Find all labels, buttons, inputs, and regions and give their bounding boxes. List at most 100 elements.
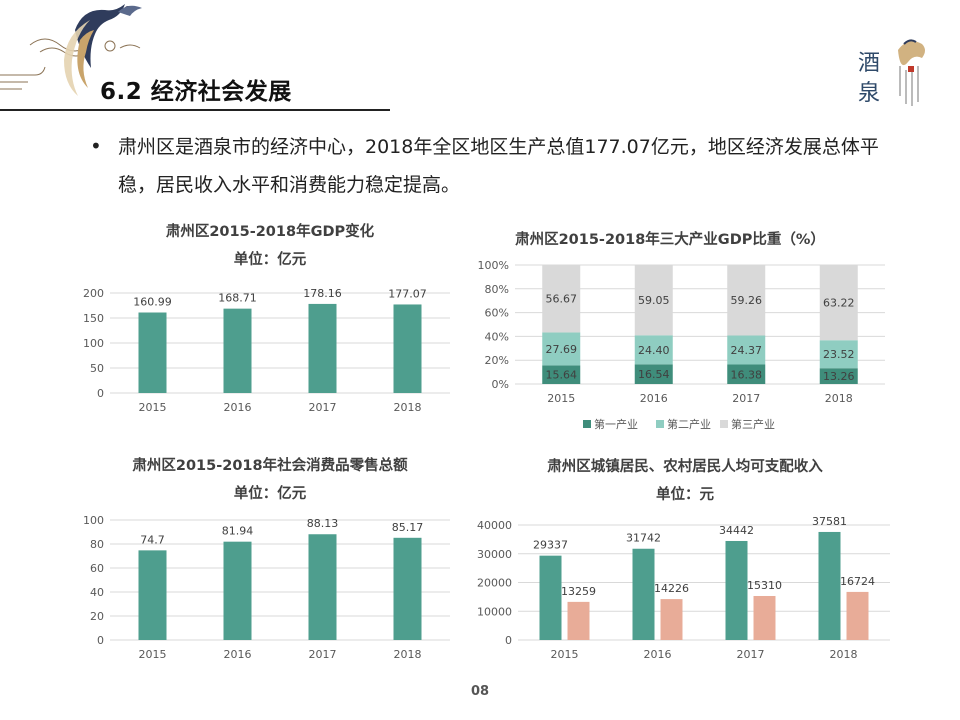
share-legend-swatch <box>583 420 591 428</box>
income-data-label: 15310 <box>747 579 782 592</box>
retail-data-label: 85.17 <box>392 521 424 534</box>
share-ytick-label: 80% <box>485 283 509 296</box>
chart1-subtitle: 单位：亿元 <box>233 252 307 268</box>
page-title: 6.2 经济社会发展 <box>100 79 292 105</box>
income-bar <box>660 599 683 640</box>
retail-data-label: 81.94 <box>222 525 254 538</box>
gdp-data-label: 168.71 <box>218 292 257 305</box>
gdp-xtick-label: 2017 <box>309 401 337 414</box>
gdp-bar <box>138 312 167 393</box>
gdp-xtick-label: 2018 <box>394 401 422 414</box>
retail-xtick-label: 2018 <box>394 648 422 661</box>
chart3-title: 肃州区2015-2018年社会消费品零售总额 <box>132 458 408 474</box>
chart2-title: 肃州区2015-2018年三大产业GDP比重（%） <box>515 232 825 248</box>
income-data-label: 14226 <box>654 582 689 595</box>
share-xtick-label: 2017 <box>732 392 760 405</box>
retail-xtick-label: 2017 <box>309 648 337 661</box>
income-data-label: 29337 <box>533 539 568 552</box>
gdp-ytick-label: 50 <box>90 362 104 375</box>
share-data-label: 24.37 <box>731 344 763 357</box>
retail-data-label: 88.13 <box>307 517 339 530</box>
share-data-label: 27.69 <box>546 343 578 356</box>
share-bar-segment <box>634 335 673 365</box>
share-bar-segment <box>634 265 673 336</box>
gdp-data-label: 178.16 <box>303 287 342 300</box>
bullet-marker: • <box>90 134 102 158</box>
share-ytick-label: 20% <box>485 354 509 367</box>
income-data-label: 34442 <box>719 524 754 537</box>
income-data-label: 37581 <box>812 515 847 528</box>
share-legend-label: 第一产业 <box>594 417 638 431</box>
income-xtick-label: 2018 <box>830 648 858 661</box>
bullet-text: 肃州区是酒泉市的经济中心，2018年全区地区生产总值177.07亿元，地区经济发… <box>118 136 879 196</box>
share-bar-segment <box>819 265 858 341</box>
gdp-bar <box>393 304 422 393</box>
brand-char-1: 酒 <box>858 51 880 76</box>
share-bar-segment <box>542 265 581 333</box>
income-bar <box>725 540 748 640</box>
gdp-ytick-label: 0 <box>97 387 104 400</box>
gdp-ytick-label: 150 <box>83 312 104 325</box>
share-ytick-label: 60% <box>485 307 509 320</box>
chart1-title: 肃州区2015-2018年GDP变化 <box>165 224 375 240</box>
share-data-label: 15.64 <box>546 369 578 382</box>
retail-xtick-label: 2015 <box>139 648 167 661</box>
income-bar <box>818 531 841 640</box>
gdp-bar <box>308 303 337 393</box>
share-legend-swatch <box>656 420 664 428</box>
share-data-label: 56.67 <box>546 293 578 306</box>
header-ornament <box>0 4 142 96</box>
share-legend-label: 第三产业 <box>731 417 775 431</box>
share-data-label: 16.54 <box>638 368 670 381</box>
retail-xtick-label: 2016 <box>224 648 252 661</box>
gdp-ytick-label: 200 <box>83 287 104 300</box>
share-xtick-label: 2018 <box>825 392 853 405</box>
income-ytick-label: 0 <box>505 634 512 647</box>
chart3-subtitle: 单位：亿元 <box>233 486 307 502</box>
income-xtick-label: 2017 <box>737 648 765 661</box>
share-xtick-label: 2015 <box>547 392 575 405</box>
gdp-bar <box>223 308 252 393</box>
share-bar-segment <box>727 335 766 365</box>
retail-bar <box>138 550 167 640</box>
share-xtick-label: 2016 <box>640 392 668 405</box>
income-data-label: 13259 <box>561 585 596 598</box>
income-xtick-label: 2016 <box>644 648 672 661</box>
income-bar <box>753 595 776 640</box>
income-bar <box>632 548 655 640</box>
share-data-label: 24.40 <box>638 344 670 357</box>
income-data-label: 16724 <box>840 575 875 588</box>
share-data-label: 63.22 <box>823 297 855 310</box>
chart4-title: 肃州区城镇居民、农村居民人均可支配收入 <box>547 459 823 475</box>
share-data-label: 13.26 <box>823 370 855 383</box>
share-bar-segment <box>542 332 581 366</box>
share-bar-segment <box>819 368 858 384</box>
gdp-xtick-label: 2015 <box>139 401 167 414</box>
share-ytick-label: 100% <box>478 259 509 272</box>
gdp-xtick-label: 2016 <box>224 401 252 414</box>
retail-ytick-label: 80 <box>90 538 104 551</box>
income-ytick-label: 40000 <box>477 519 512 532</box>
income-ytick-label: 20000 <box>477 577 512 590</box>
share-ytick-label: 40% <box>485 330 509 343</box>
retail-ytick-label: 40 <box>90 586 104 599</box>
brand-emblem: 酒 泉 <box>858 39 925 106</box>
share-data-label: 59.05 <box>638 294 670 307</box>
retail-data-label: 74.7 <box>140 533 165 546</box>
share-legend-swatch <box>720 420 728 428</box>
income-xtick-label: 2015 <box>551 648 579 661</box>
title-underline <box>0 109 390 111</box>
gdp-data-label: 177.07 <box>388 287 427 300</box>
share-bar-segment <box>819 340 858 369</box>
share-data-label: 59.26 <box>731 294 763 307</box>
retail-ytick-label: 0 <box>97 634 104 647</box>
share-ytick-label: 0% <box>492 378 509 391</box>
brand-char-2: 泉 <box>858 81 880 106</box>
retail-ytick-label: 100 <box>83 514 104 527</box>
income-ytick-label: 10000 <box>477 605 512 618</box>
income-ytick-label: 30000 <box>477 548 512 561</box>
share-data-label: 16.38 <box>731 368 763 381</box>
